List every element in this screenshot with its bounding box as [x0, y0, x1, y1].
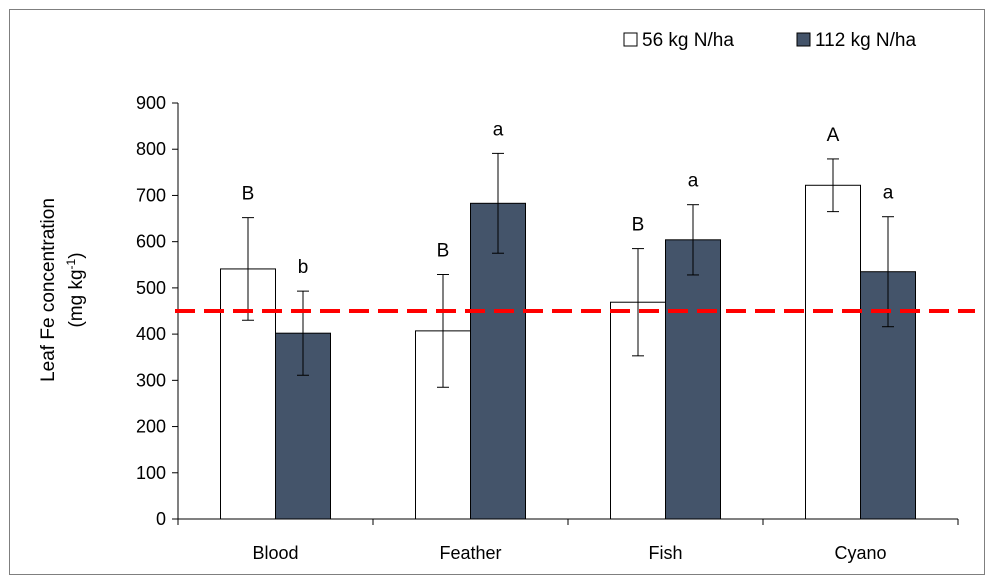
- legend-swatch-112: [796, 32, 811, 47]
- y-tick-label: 400: [136, 324, 166, 344]
- bar: [805, 184, 861, 520]
- y-axis: 0 100 200 300 400 500 600 700 800 900: [136, 93, 179, 529]
- x-tick-label: Fish: [648, 543, 682, 563]
- y-tick-label: 900: [136, 93, 166, 113]
- significance-letter: B: [632, 215, 645, 236]
- y-tick-label: 500: [136, 278, 166, 298]
- legend-label-112: 112 kg N/ha: [815, 30, 916, 51]
- bar: [665, 239, 721, 520]
- error-bars: [242, 152, 894, 388]
- significance-letters: B B B Ab a a a: [242, 119, 894, 278]
- significance-letter: A: [827, 125, 840, 146]
- y-tick-label: 600: [136, 232, 166, 252]
- x-axis: Blood Feather Fish Cyano: [177, 518, 959, 563]
- y-tick-label: 100: [136, 463, 166, 483]
- x-tick-label: Feather: [439, 543, 501, 563]
- legend-item-112: 112 kg N/ha: [796, 30, 916, 51]
- y-axis-title: Leaf Fe concentration (mg kg-1): [38, 198, 87, 382]
- significance-letter: a: [493, 119, 504, 140]
- legend-swatch-56: [623, 32, 638, 47]
- significance-letter: B: [242, 184, 255, 205]
- y-tick-label: 700: [136, 185, 166, 205]
- y-tick-label: 200: [136, 417, 166, 437]
- bar: [470, 202, 526, 520]
- x-tick-label: Blood: [252, 543, 298, 563]
- legend-item-56: 56 kg N/ha: [623, 30, 734, 51]
- significance-letter: b: [298, 257, 309, 278]
- y-tick-label: 800: [136, 139, 166, 159]
- legend-label-56: 56 kg N/ha: [642, 30, 734, 51]
- y-axis-title-line2: (mg kg-1): [64, 252, 87, 327]
- y-tick-label: 300: [136, 370, 166, 390]
- y-tick-label: 0: [156, 509, 166, 529]
- significance-letter: a: [688, 171, 699, 192]
- significance-letter: a: [883, 183, 894, 204]
- significance-letter: B: [437, 240, 450, 261]
- legend: 56 kg N/ha 112 kg N/ha: [623, 30, 916, 51]
- x-tick-label: Cyano: [834, 543, 886, 563]
- y-axis-title-line1: Leaf Fe concentration: [38, 198, 59, 382]
